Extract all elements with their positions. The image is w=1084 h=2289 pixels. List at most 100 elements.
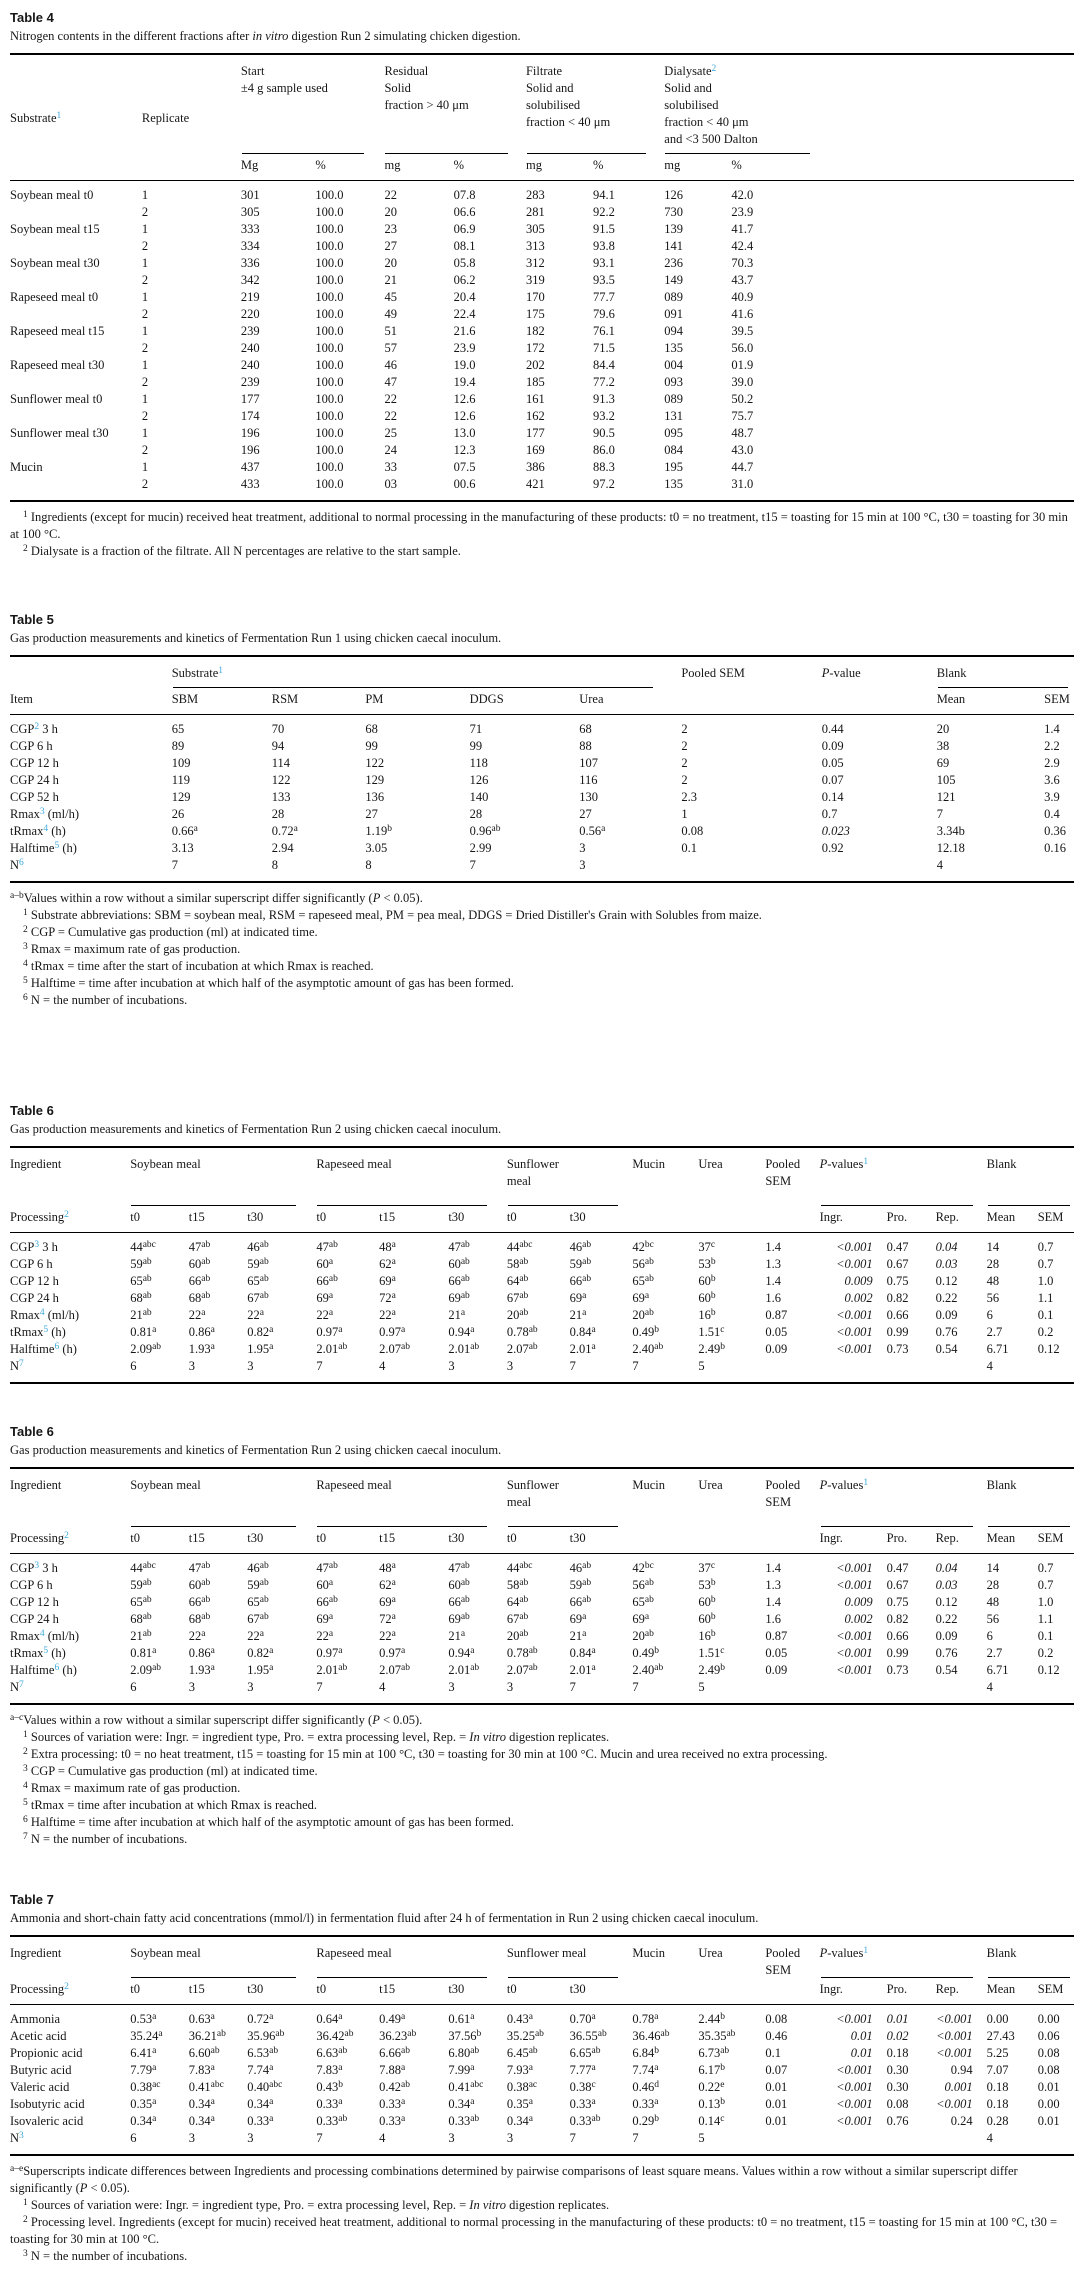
table-row: Soybean meal t0 1 301 100.0 22 07.8 283 94.1 126… [10,180,1074,204]
superscript: 5 [23,975,28,986]
data-cell: 6.66ab [379,2045,411,2060]
data-cell: 68ab [130,1290,152,1305]
superscript: abc [210,2079,224,2090]
table-row: Butyric acid 7.79a 7.83a 7.74a 7.83a 7.88a 7.9… [10,2062,1074,2079]
superscript: 1 [23,907,28,918]
data-cell: 69a [569,1611,587,1626]
data-cell: 91.5 [593,222,615,236]
column-header: P-values1 [820,1936,987,1978]
data-cell: 3 [448,1359,455,1373]
superscript: a–b [10,890,24,901]
superscript: a [269,1662,274,1673]
data-cell: 114 [271,756,291,770]
row-header: N3 [10,2130,24,2145]
superscript: a [328,1290,334,1301]
column-header: Rep. [935,1210,959,1224]
data-cell: 0.82 [886,1291,909,1305]
superscript: ab [470,2045,480,2056]
superscript: ab [210,2045,220,2056]
row-header [10,374,142,391]
data-cell: 69a [632,1611,650,1626]
data-cell: 93.2 [593,409,615,423]
data-cell: 7.79a [130,2062,157,2077]
data-cell: 58ab [506,1577,529,1592]
table-row: 2 305 100.0 20 06.6 281 92.2 730 23.9 [10,204,1074,221]
superscript: a [391,1594,396,1605]
data-cell: 2.01ab [448,1662,480,1677]
data-cell: 7 [316,1359,323,1373]
superscript: ab [142,1307,152,1318]
gas-production-run2-table: Ingredient Soybean meal Rapeseed meal Sunfl… [10,1146,1074,1384]
column-header: Mucin [632,1946,666,1960]
superscript: a–c [10,1712,24,1723]
superscript: b [654,2113,659,2124]
data-cell: 100.0 [315,426,344,440]
data-cell: 131 [664,409,684,423]
column-header: SEM [1037,1982,1064,1996]
column-header: t30 [247,1982,264,1996]
table-title: Table 5 [10,612,54,627]
data-cell: 45 [384,290,397,304]
data-cell: 0.14c [698,2113,725,2128]
data-cell [887,2130,936,2155]
data-cell: 94.1 [593,180,665,204]
superscript: a [152,2096,157,2107]
superscript: ab [519,1256,529,1267]
data-cell: 433 [240,477,260,491]
superscript: 2 [23,924,28,935]
data-cell [1038,2130,1074,2155]
data-cell: 4 [379,1680,386,1694]
data-cell: 0.06 [1037,2029,1060,2043]
data-cell: 46ab [247,1232,317,1256]
data-cell: 60b [698,1290,716,1305]
data-cell: 22a [247,1307,264,1322]
superscript: c [710,1560,716,1571]
data-cell: 21 [384,273,397,287]
data-cell: 46 [384,358,397,372]
column-group-rule [526,153,647,154]
data-cell: 100.0 [315,256,344,270]
data-cell: 2 [141,477,149,491]
data-cell: 66ab [448,1273,470,1288]
superscript: a [591,2011,596,2022]
data-cell: 1.4 [765,1274,781,1288]
data-cell: 0.00 [1037,2004,1074,2028]
data-cell: 219 [240,290,260,304]
data-cell: 0.94a [448,1324,475,1339]
data-cell: 0.97a [316,1324,343,1339]
superscript: a [470,1645,475,1656]
table-footnotes: a–bValues within a row without a similar… [10,890,1074,1009]
data-cell: 0.94 [950,2063,973,2077]
data-cell: 36.46ab [632,2028,670,2043]
row-header: CGP3 3 h [10,1232,131,1256]
data-cell: 386 [525,460,545,474]
superscript: a [654,2062,659,2073]
superscript: ab [142,1290,152,1301]
data-cell: 20ab [506,1307,529,1322]
data-cell: 1.95a [247,1662,274,1677]
data-cell: 44abc [130,1232,189,1256]
superscript: a [193,823,198,834]
data-cell: 77.2 [593,375,615,389]
data-cell: 105 [936,773,956,787]
table-row: Soybean meal t15 1 333 100.0 23 06.9 305 91.5 13… [10,221,1074,238]
data-cell: 140 [469,790,489,804]
data-cell: 59ab [569,1577,592,1592]
data-cell: 0.09 [935,1629,958,1643]
data-cell: 65ab [632,1273,654,1288]
data-cell: 6.53ab [247,2045,279,2060]
data-cell [820,2130,887,2155]
column-header: t15 [379,1982,396,1996]
table-row: tRmax4 (h) 0.66a 0.72a 1.19b 0.96ab 0.56a 0.08… [10,823,1074,840]
row-header: Soybean meal t30 [10,256,100,270]
column-header: t15 [379,1210,396,1224]
data-cell: 0.67 [886,1257,909,1271]
column-header: Rep. [935,1982,959,1996]
data-cell: 0.33a [569,2096,596,2111]
data-cell: 8 [271,858,278,872]
data-cell: 21a [569,1628,587,1643]
data-cell: 0.96ab [469,823,501,838]
superscript: a [338,2062,343,2073]
data-cell: 0.33a [379,2096,406,2111]
superscript: ab [644,1256,654,1267]
